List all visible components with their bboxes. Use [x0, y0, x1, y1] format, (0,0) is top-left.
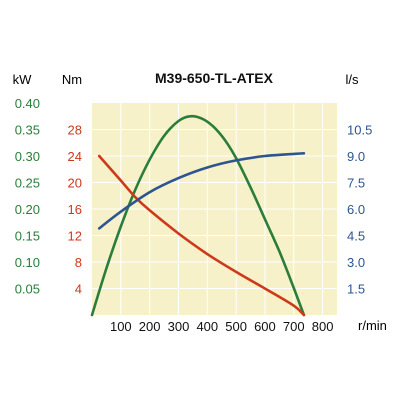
x-tick-label: 800	[312, 319, 334, 334]
flow-tick-label: 7.5	[347, 176, 365, 191]
power-curve	[90, 114, 306, 317]
torque-tick-label: 24	[68, 149, 82, 164]
x-tick-label: 200	[139, 319, 161, 334]
power-tick-label: 0.15	[15, 229, 40, 244]
power-tick-label: 0.35	[15, 123, 40, 138]
series-layer	[90, 114, 306, 317]
x-tick-label: 300	[168, 319, 190, 334]
x-tick-label: 500	[225, 319, 247, 334]
flow-tick-label: 9.0	[347, 149, 365, 164]
power-tick-label: 0.20	[15, 202, 40, 217]
torque-tick-label: 20	[68, 176, 82, 191]
flow-tick-label: 3.0	[347, 255, 365, 270]
torque-tick-label: 12	[68, 229, 82, 244]
x-tick-label: 100	[110, 319, 132, 334]
torque-tick-label: 28	[68, 123, 82, 138]
flow-curve	[97, 152, 306, 230]
torque-curve	[97, 154, 306, 317]
x-tick-label: 600	[254, 319, 276, 334]
power-tick-label: 0.40	[15, 96, 40, 111]
x-tick-label: 400	[196, 319, 218, 334]
power-axis-unit: kW	[13, 72, 33, 87]
tick-labels: 100 200 300 400 500 600 700 800 0.05 0.10 0.15 0.20…	[15, 96, 373, 334]
flow-tick-label: 4.5	[347, 229, 365, 244]
flow-tick-label: 1.5	[347, 282, 365, 297]
torque-tick-label: 4	[75, 282, 82, 297]
power-tick-label: 0.10	[15, 255, 40, 270]
power-tick-label: 0.05	[15, 282, 40, 297]
flow-tick-label: 10.5	[347, 123, 372, 138]
x-axis-unit: r/min	[358, 318, 387, 333]
x-tick-label: 700	[283, 319, 305, 334]
flow-axis-unit: l/s	[346, 72, 360, 87]
power-tick-label: 0.25	[15, 176, 40, 191]
torque-tick-label: 8	[75, 255, 82, 270]
power-tick-label: 0.30	[15, 149, 40, 164]
torque-axis-unit: Nm	[62, 72, 82, 87]
chart-title: M39-650-TL-ATEX	[155, 70, 274, 86]
torque-tick-label: 16	[68, 202, 82, 217]
flow-tick-label: 6.0	[347, 202, 365, 217]
